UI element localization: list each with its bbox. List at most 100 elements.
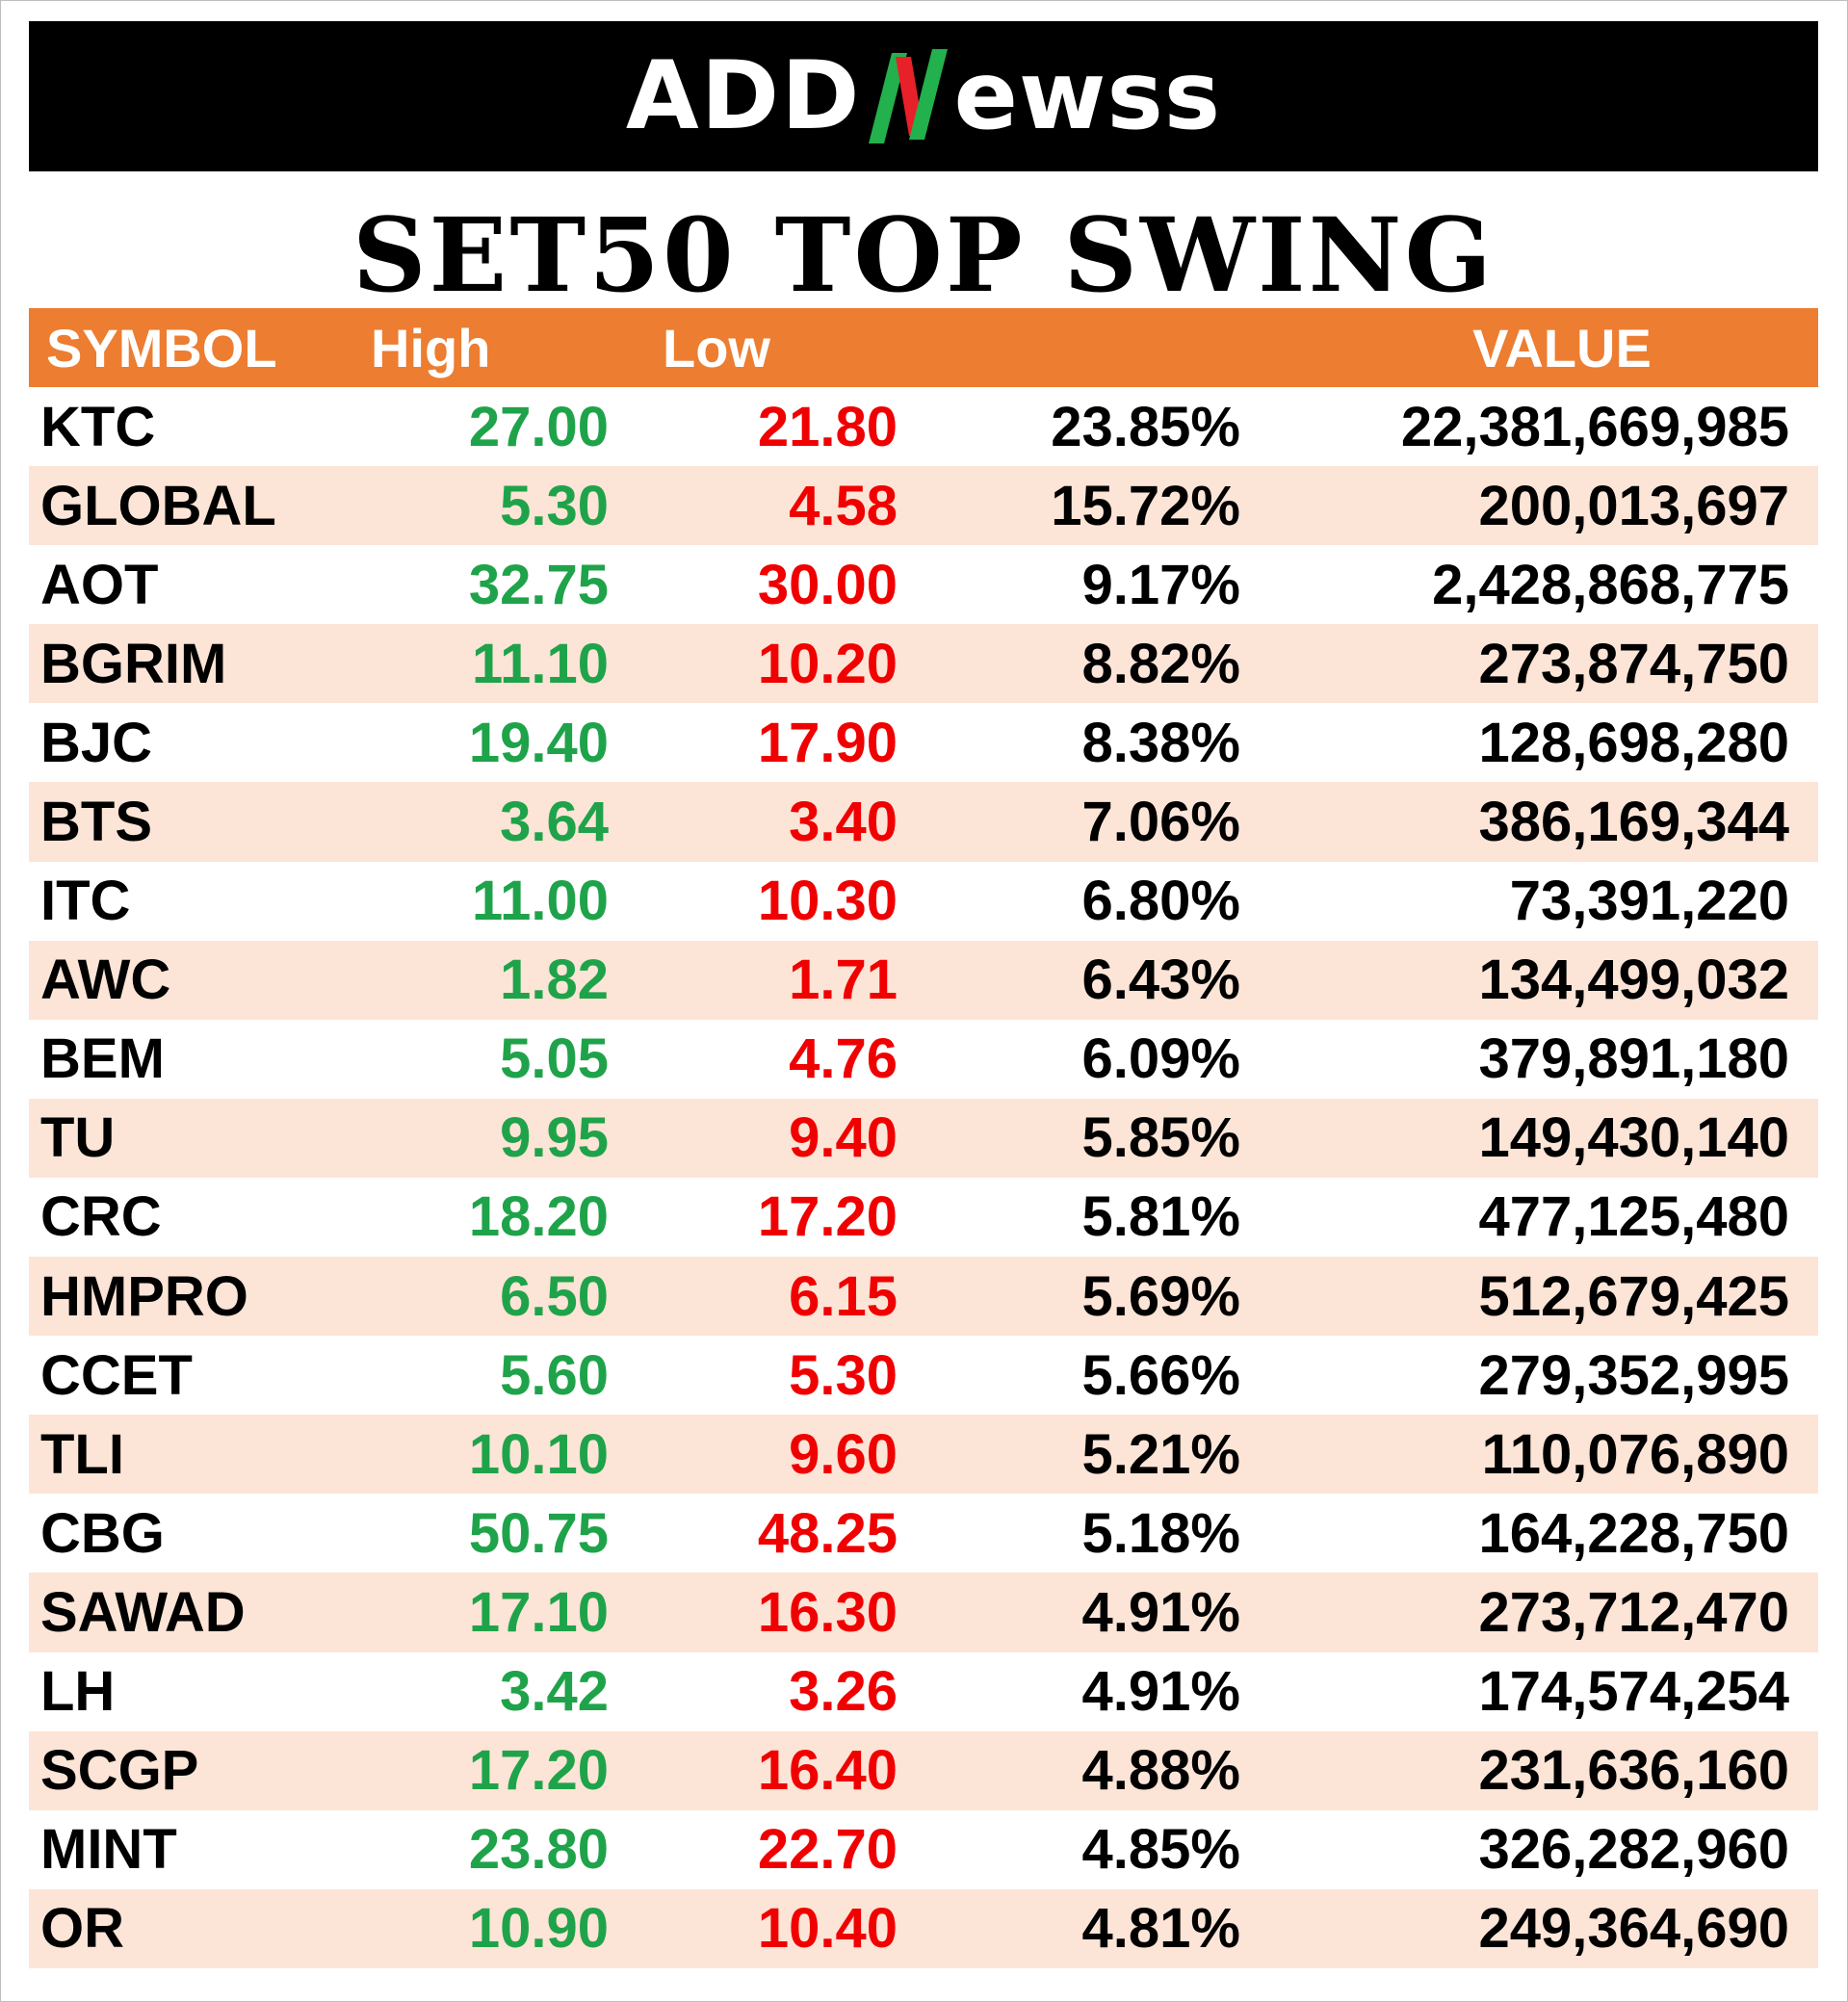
cell-value: 379,891,180 [1478,1027,1789,1091]
cell-high: 6.50 [500,1264,609,1328]
cell-high: 1.82 [500,949,609,1012]
cell-percent: 5.69% [1081,1264,1240,1328]
cell-percent: 4.85% [1081,1818,1240,1882]
cell-percent: 15.72% [1051,474,1240,537]
cell-symbol: CBG [40,1501,165,1565]
cell-high: 17.20 [468,1739,609,1803]
header-symbol: SYMBOL [46,317,277,378]
cell-value: 273,712,470 [1478,1580,1789,1644]
table-row: CCET 5.60 5.30 5.66% 279,352,995 [29,1336,1818,1415]
cell-percent: 4.88% [1081,1739,1240,1803]
header-percent [905,308,1248,387]
table-row: ITC 11.00 10.30 6.80% 73,391,220 [29,862,1818,941]
cell-symbol: GLOBAL [40,474,276,537]
cell-high: 5.05 [500,1027,609,1091]
table-row: AWC 1.82 1.71 6.43% 134,499,032 [29,940,1818,1020]
logo-text-right: ewss [953,41,1222,151]
cell-low: 16.30 [757,1580,898,1644]
cell-percent: 5.18% [1081,1501,1240,1565]
cell-percent: 8.38% [1081,711,1240,774]
header-value: VALUE [1472,317,1652,378]
cell-symbol: MINT [40,1818,177,1882]
cell-symbol: TU [40,1106,116,1170]
cell-symbol: TLI [40,1422,124,1486]
table-row: KTC 27.00 21.80 23.85% 22,381,669,985 [29,387,1818,466]
cell-high: 5.30 [500,474,609,537]
cell-low: 5.30 [789,1343,898,1407]
table-row: SAWAD 17.10 16.30 4.91% 273,712,470 [29,1573,1818,1652]
cell-value: 22,381,669,985 [1400,395,1789,458]
n-logo-icon [869,49,949,143]
cell-value: 200,013,697 [1478,474,1789,537]
cell-value: 110,076,890 [1481,1422,1789,1486]
cell-high: 10.90 [468,1897,609,1961]
cell-low: 16.40 [757,1739,898,1803]
cell-low: 48.25 [757,1501,898,1565]
table-row: TLI 10.10 9.60 5.21% 110,076,890 [29,1415,1818,1495]
cell-symbol: CRC [40,1185,162,1249]
cell-value: 326,282,960 [1478,1818,1789,1882]
cell-value: 512,679,425 [1478,1264,1789,1328]
cell-percent: 5.81% [1081,1185,1240,1249]
cell-high: 18.20 [468,1185,609,1249]
cell-high: 9.95 [500,1106,609,1170]
cell-percent: 7.06% [1081,791,1240,854]
cell-value: 73,391,220 [1509,870,1789,933]
cell-percent: 4.81% [1081,1897,1240,1961]
cell-high: 17.10 [468,1580,609,1644]
table-row: OR 10.90 10.40 4.81% 249,364,690 [29,1888,1818,1968]
cell-low: 30.00 [757,553,898,616]
cell-low: 3.26 [789,1660,898,1724]
table-row: AOT 32.75 30.00 9.17% 2,428,868,775 [29,545,1818,624]
table-header: SYMBOL High Low VALUE [29,308,1818,387]
cell-low: 4.58 [789,474,898,537]
cell-symbol: BEM [40,1027,165,1091]
cell-low: 9.40 [789,1106,898,1170]
cell-symbol: BGRIM [40,632,227,695]
cell-value: 134,499,032 [1478,949,1789,1012]
cell-symbol: SCGP [40,1739,199,1803]
cell-low: 22.70 [757,1818,898,1882]
cell-percent: 8.82% [1081,632,1240,695]
cell-high: 50.75 [468,1501,609,1565]
cell-symbol: KTC [40,395,156,458]
table-row: BJC 19.40 17.90 8.38% 128,698,280 [29,703,1818,782]
cell-symbol: CCET [40,1343,193,1407]
cell-low: 10.30 [757,870,898,933]
cell-percent: 6.09% [1081,1027,1240,1091]
cell-low: 10.20 [757,632,898,695]
table-row: MINT 23.80 22.70 4.85% 326,282,960 [29,1810,1818,1889]
cell-high: 19.40 [468,711,609,774]
cell-symbol: ITC [40,870,131,933]
cell-high: 3.42 [500,1660,609,1724]
cell-high: 23.80 [468,1818,609,1882]
cell-high: 11.00 [472,870,609,933]
cell-high: 5.60 [500,1343,609,1407]
table-row: BTS 3.64 3.40 7.06% 386,169,344 [29,782,1818,862]
cell-percent: 23.85% [1051,395,1240,458]
cell-high: 3.64 [500,791,609,854]
cell-percent: 5.85% [1081,1106,1240,1170]
cell-symbol: SAWAD [40,1580,246,1644]
cell-percent: 5.21% [1081,1422,1240,1486]
cell-symbol: AWC [40,949,171,1012]
header-high: High [371,317,491,378]
cell-symbol: HMPRO [40,1264,248,1328]
cell-value: 128,698,280 [1478,711,1789,774]
cell-low: 4.76 [789,1027,898,1091]
cell-high: 10.10 [468,1422,609,1486]
cell-value: 273,874,750 [1478,632,1789,695]
table-row: TU 9.95 9.40 5.85% 149,430,140 [29,1098,1818,1178]
cell-percent: 6.80% [1081,870,1240,933]
table-row: HMPRO 6.50 6.15 5.69% 512,679,425 [29,1257,1818,1337]
cell-low: 17.20 [757,1185,898,1249]
cell-value: 2,428,868,775 [1432,553,1789,616]
cell-value: 249,364,690 [1478,1897,1789,1961]
cell-value: 164,228,750 [1478,1501,1789,1565]
page-title: SET50 TOP SWING [351,195,1496,315]
cell-low: 17.90 [757,711,898,774]
cell-high: 11.10 [472,632,609,695]
cell-value: 386,169,344 [1478,791,1789,854]
table-row: SCGP 17.20 16.40 4.88% 231,636,160 [29,1730,1818,1810]
cell-low: 10.40 [757,1897,898,1961]
